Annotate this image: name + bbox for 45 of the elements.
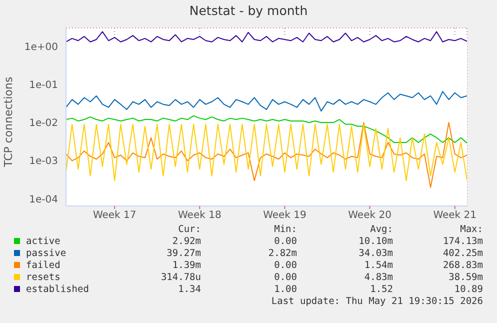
text: 34.03m — [358, 248, 393, 260]
text: 402.25m — [442, 248, 483, 260]
text: Min: — [273, 224, 297, 236]
text: 314.78u — [160, 272, 201, 284]
x-tick-label: Week 20 — [348, 210, 392, 222]
legend-label: failed — [26, 260, 62, 272]
text: 10.89 — [453, 284, 483, 296]
y-tick-label: 1e-02 — [29, 118, 58, 130]
y-tick-label: 1e-04 — [29, 194, 58, 206]
text: 1.34 — [177, 284, 201, 296]
text: 38.59m — [448, 272, 483, 284]
x-tick-label: Week 17 — [92, 210, 136, 222]
text: 1.00 — [273, 284, 297, 296]
x-tick-label: Week 19 — [263, 210, 306, 222]
legend-label: established — [26, 284, 90, 296]
y-tick-label: 1e-03 — [29, 156, 58, 168]
y-axis-title: TCP connections — [2, 76, 15, 168]
x-tick-label: Week 21 — [433, 210, 477, 222]
text: 1.39m — [171, 260, 201, 272]
text: 268.83m — [442, 260, 483, 272]
text: Cur: — [177, 224, 201, 236]
legend-label: passive — [26, 248, 68, 260]
legend-label: resets — [26, 272, 62, 284]
chart-title: Netstat - by month — [188, 3, 309, 18]
text: 0.00 — [273, 236, 297, 248]
text: 1.54m — [363, 260, 393, 272]
text: 39.27m — [166, 248, 201, 260]
text: 0.00 — [273, 272, 297, 284]
text: 1.52 — [369, 284, 393, 296]
text: Last update: Thu May 21 19:30:15 2026 — [270, 296, 483, 308]
line-series — [66, 115, 467, 144]
line-series — [66, 31, 467, 42]
y-tick-label: 1e+00 — [24, 42, 58, 53]
text: 174.13m — [442, 236, 483, 248]
text: 2.92m — [171, 236, 201, 248]
line-series — [66, 91, 467, 112]
text: Avg: — [369, 224, 393, 236]
x-tick-label: Week 18 — [178, 210, 222, 222]
text: 0.00 — [273, 260, 297, 272]
legend-label: active — [26, 236, 62, 248]
text: Max: — [459, 224, 483, 236]
text: 10.10m — [358, 236, 393, 248]
text: 2.82m — [267, 248, 297, 260]
y-tick-label: 1e-01 — [29, 80, 58, 91]
text: 4.83m — [363, 272, 393, 284]
